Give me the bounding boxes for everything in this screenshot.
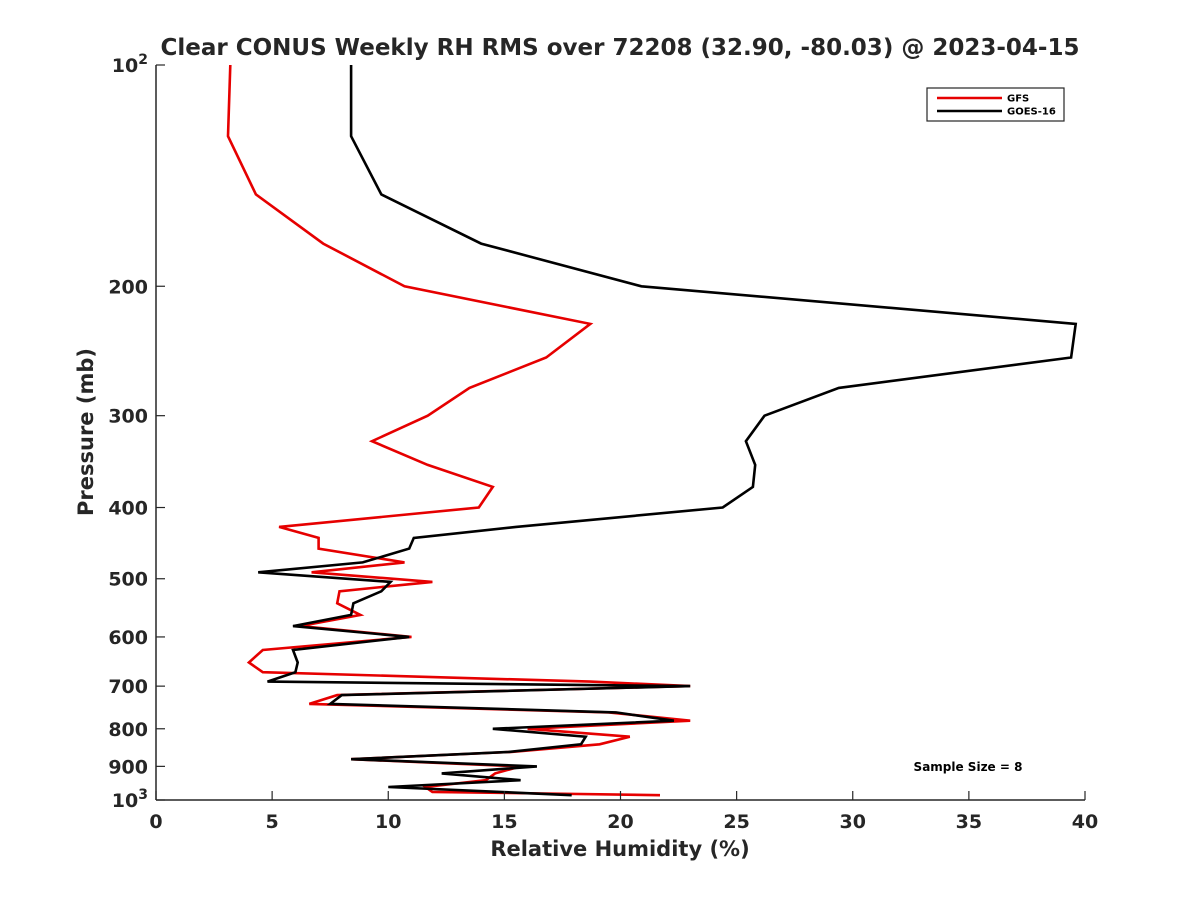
x-tick-label: 40 — [1072, 811, 1098, 833]
y-tick-label: 200 — [108, 276, 148, 298]
x-tick-label: 30 — [840, 811, 866, 833]
y-tick-label: 600 — [108, 627, 148, 649]
x-tick-label: 20 — [607, 811, 633, 833]
series-line-goes-16 — [258, 65, 1078, 797]
x-tick-label: 0 — [149, 811, 162, 833]
x-ticks: 0 5 10 15 20 25 30 35 40 — [149, 791, 1098, 833]
y-tick-label: 102 — [112, 52, 148, 77]
y-tick-label: 900 — [108, 756, 148, 778]
y-tick-label: 103 — [112, 787, 148, 812]
sample-size-annotation: Sample Size = 8 — [914, 760, 1023, 774]
x-tick-label: 15 — [491, 811, 517, 833]
x-tick-label: 35 — [956, 811, 982, 833]
y-tick-label: 800 — [108, 719, 148, 741]
y-tick-label: 700 — [108, 676, 148, 698]
legend: GFS GOES-16 — [926, 87, 1065, 122]
x-axis-label: Relative Humidity (%) — [490, 837, 749, 861]
series-layer — [226, 64, 1078, 797]
x-tick-label: 10 — [375, 811, 401, 833]
legend-box — [926, 87, 1065, 122]
chart-title: Clear CONUS Weekly RH RMS over 72208 (32… — [161, 35, 1080, 61]
y-tick-label: 400 — [108, 498, 148, 520]
y-tick-label: 300 — [108, 406, 148, 428]
x-tick-label: 25 — [723, 811, 749, 833]
y-axis-label: Pressure (mb) — [74, 348, 98, 516]
x-tick-label: 5 — [266, 811, 279, 833]
y-tick-label: 500 — [108, 569, 148, 591]
legend-label: GFS — [1007, 94, 1029, 105]
legend-label: GOES-16 — [1007, 107, 1056, 118]
y-ticks: 102 200 300 400 500 600 700 800 900 103 — [108, 52, 165, 812]
